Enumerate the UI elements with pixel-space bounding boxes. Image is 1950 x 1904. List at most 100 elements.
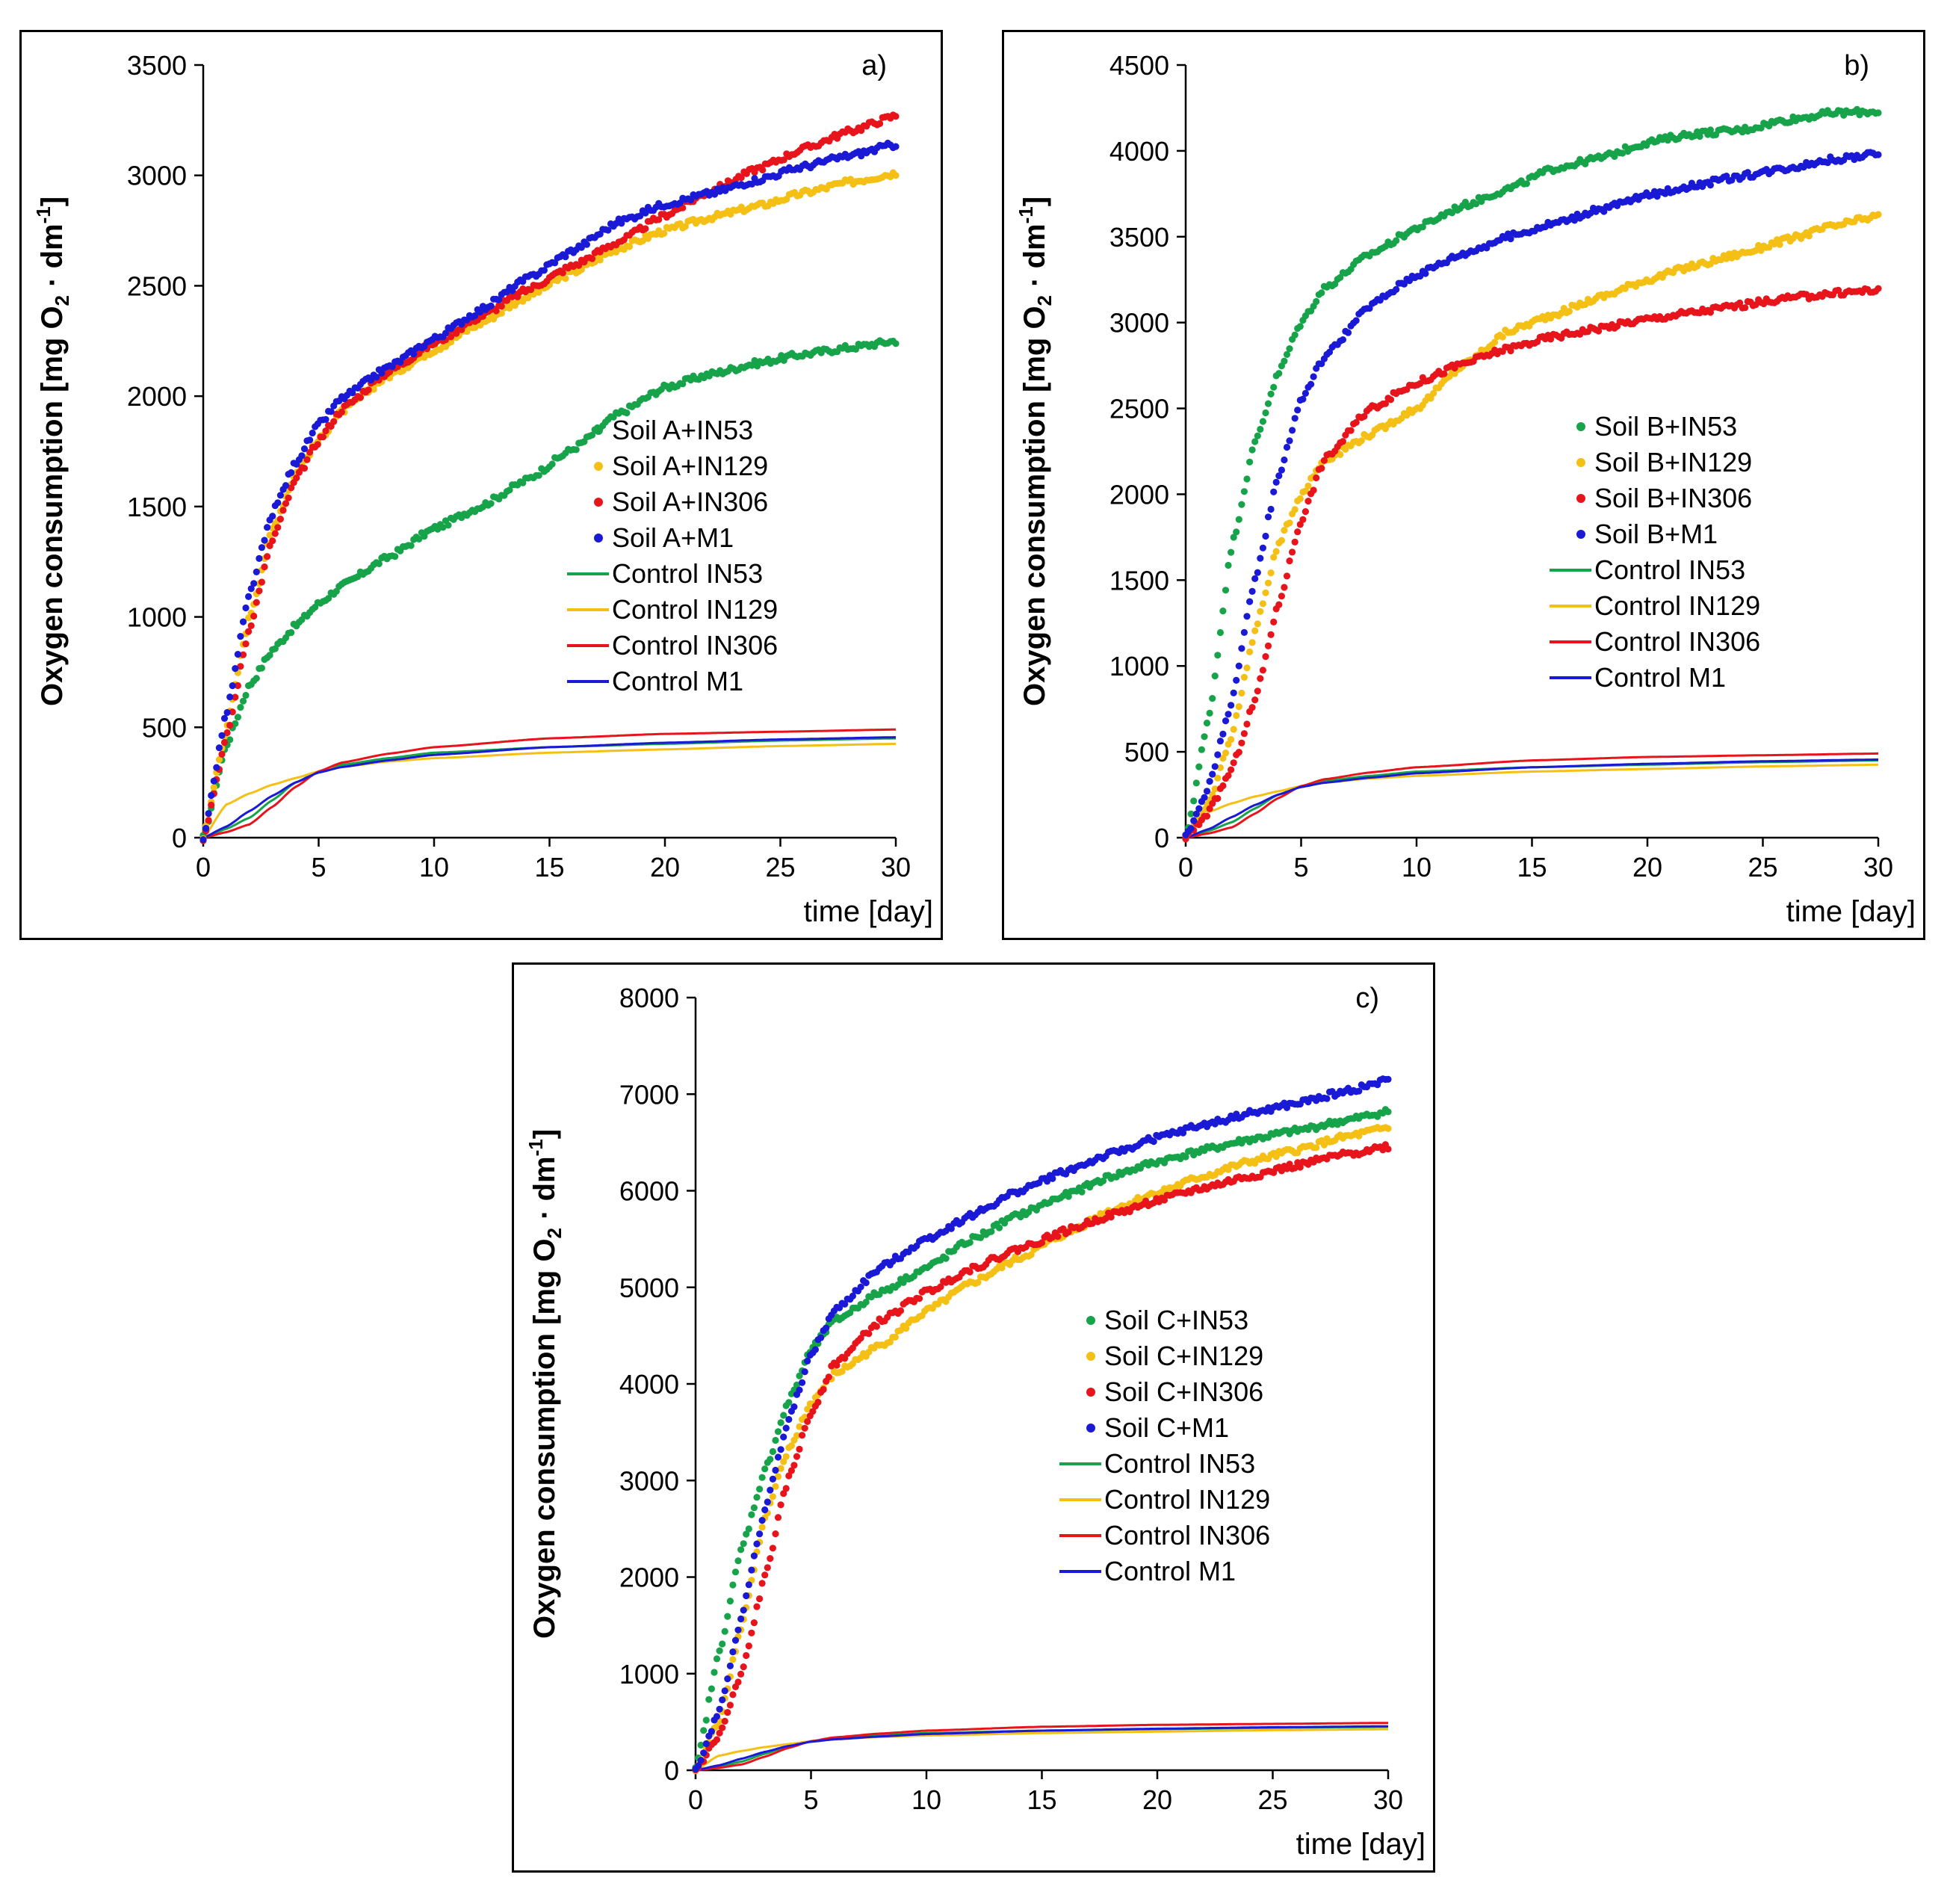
data-point <box>1257 425 1264 433</box>
data-point <box>498 303 505 310</box>
data-point <box>1278 466 1285 474</box>
data-point <box>1291 1164 1299 1172</box>
data-point <box>1216 628 1224 637</box>
data-point <box>1225 711 1232 718</box>
data-point <box>1192 779 1200 787</box>
data-point <box>1286 437 1293 445</box>
data-point <box>833 1361 841 1369</box>
data-point <box>897 1307 905 1314</box>
y-axis-label: Oxygen consumption [mg O2 · dm-1] <box>524 1129 566 1639</box>
data-point <box>1251 438 1259 445</box>
series-dots-soil-a-in306 <box>199 111 900 844</box>
data-point <box>737 174 745 182</box>
data-point <box>232 720 239 728</box>
data-point <box>1294 407 1301 414</box>
data-point <box>202 824 210 832</box>
y-tick-label: 2000 <box>127 381 187 412</box>
x-tick-label: 5 <box>311 852 326 883</box>
y-tick-label: 3000 <box>1109 308 1169 339</box>
data-point <box>1225 772 1232 779</box>
data-point <box>199 836 207 844</box>
data-point <box>865 1330 873 1338</box>
legend-label: Soil B+IN306 <box>1594 483 1752 513</box>
data-point <box>439 524 447 531</box>
data-point <box>697 1741 705 1749</box>
data-point <box>724 1613 731 1620</box>
data-point <box>1384 1146 1392 1153</box>
y-tick-label: 3500 <box>127 50 187 81</box>
data-point <box>258 578 265 586</box>
data-point <box>769 1545 776 1552</box>
data-point <box>269 537 276 545</box>
data-point <box>1323 1095 1331 1102</box>
data-point <box>319 433 326 441</box>
y-tick-label: 1500 <box>1109 565 1169 596</box>
y-tick-label: 4500 <box>1109 50 1169 81</box>
data-point <box>1304 482 1312 489</box>
data-point <box>1379 1146 1387 1154</box>
data-point <box>239 618 247 625</box>
x-axis-label: time [day] <box>1786 895 1916 928</box>
data-point <box>716 1705 723 1713</box>
data-point <box>1875 151 1882 158</box>
data-point <box>695 1762 702 1769</box>
data-point <box>697 1757 705 1764</box>
data-point <box>1246 458 1254 466</box>
data-point <box>756 1486 764 1493</box>
data-point <box>551 259 559 267</box>
data-point <box>1054 1233 1062 1240</box>
data-point <box>637 212 644 220</box>
data-point <box>213 764 220 771</box>
data-point <box>220 738 229 747</box>
legend-label: Soil C+IN53 <box>1104 1305 1248 1335</box>
data-point <box>1270 554 1278 561</box>
series-dots-soil-b-in306 <box>1182 285 1882 843</box>
data-point <box>325 595 332 602</box>
data-point <box>1313 1144 1320 1152</box>
data-point <box>1182 1153 1189 1160</box>
data-point <box>1230 689 1237 696</box>
data-point <box>1243 613 1251 620</box>
data-point <box>375 560 383 568</box>
legend-label: Control M1 <box>1104 1556 1236 1586</box>
data-point <box>1230 759 1237 767</box>
data-point <box>1233 528 1240 536</box>
data-point <box>1198 746 1205 753</box>
data-point <box>596 256 604 264</box>
data-point <box>1211 785 1219 793</box>
data-point <box>1228 736 1235 744</box>
data-point <box>721 1717 728 1725</box>
data-point <box>777 1501 784 1509</box>
data-point <box>237 633 244 640</box>
y-tick-label: 3500 <box>1109 222 1169 253</box>
data-point <box>1195 763 1203 770</box>
data-point <box>729 1691 737 1699</box>
data-point <box>748 1511 755 1518</box>
data-point <box>900 1279 907 1286</box>
legend-marker-dot <box>594 462 603 471</box>
data-point <box>793 1453 801 1460</box>
data-point <box>578 244 585 251</box>
data-point <box>700 1727 708 1734</box>
data-point <box>487 302 495 309</box>
data-point <box>1238 645 1245 652</box>
data-point <box>705 1696 713 1703</box>
y-tick-label: 0 <box>1154 823 1169 853</box>
data-point <box>1291 506 1299 513</box>
legend-label: Control IN53 <box>1594 554 1745 585</box>
data-point <box>892 113 900 120</box>
data-point <box>300 465 309 472</box>
data-point <box>774 1473 782 1480</box>
data-point <box>1190 817 1198 824</box>
y-tick-label: 0 <box>172 823 187 853</box>
data-point <box>753 1494 761 1501</box>
data-point <box>256 554 263 563</box>
data-point <box>1384 1125 1392 1132</box>
data-point <box>237 663 244 670</box>
data-point <box>276 516 284 523</box>
data-point <box>774 1453 782 1461</box>
data-point <box>1384 1108 1392 1116</box>
data-point <box>745 1581 752 1589</box>
data-point <box>253 599 260 606</box>
data-point <box>237 704 244 711</box>
